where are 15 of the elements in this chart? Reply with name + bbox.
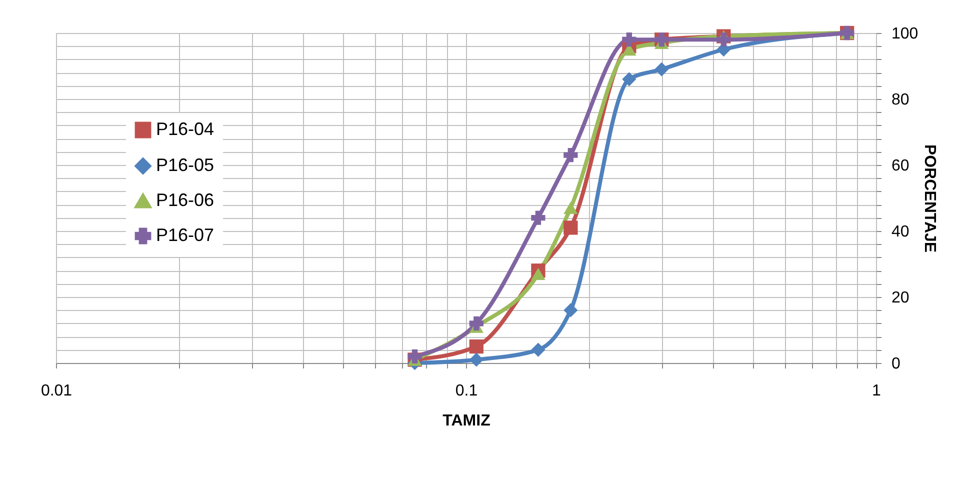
x-tick-label: 0.1 bbox=[455, 382, 478, 400]
y-tick-label: 0 bbox=[892, 356, 900, 372]
y-axis-title: PORCENTAJE bbox=[921, 144, 938, 253]
y-tick-label: 80 bbox=[892, 92, 910, 108]
legend-label: P16-07 bbox=[156, 225, 214, 245]
y-tick-label: 100 bbox=[892, 26, 918, 42]
y-tick-label: 60 bbox=[892, 158, 910, 174]
x-tick-label: 0.01 bbox=[40, 382, 72, 400]
legend-label: P16-06 bbox=[156, 190, 214, 210]
legend-label: P16-04 bbox=[156, 119, 214, 139]
y-tick-label: 20 bbox=[892, 290, 910, 306]
legend-label: P16-05 bbox=[156, 155, 214, 175]
x-tick-label: 1 bbox=[872, 382, 882, 400]
y-tick-label: 40 bbox=[892, 224, 910, 240]
x-axis-title: TAMIZ bbox=[442, 412, 491, 430]
